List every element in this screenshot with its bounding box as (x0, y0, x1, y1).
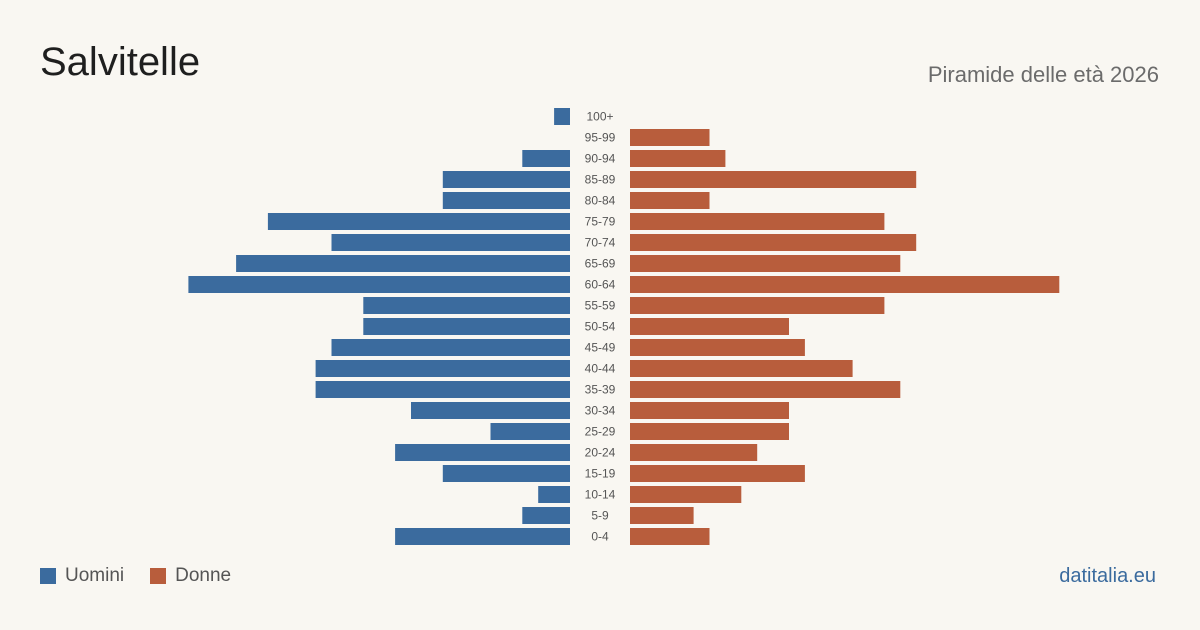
age-label-85-89: 85-89 (585, 173, 616, 187)
age-label-90-94: 90-94 (585, 152, 616, 166)
age-label-95-99: 95-99 (585, 131, 616, 145)
bar-men-90-94 (522, 150, 570, 167)
bar-women-70-74 (630, 234, 917, 251)
bar-women-0-4 (630, 528, 710, 545)
bar-women-40-44 (630, 360, 853, 377)
bar-men-35-39 (315, 381, 570, 398)
bar-men-45-49 (331, 339, 570, 356)
bar-women-95-99 (630, 129, 710, 146)
bar-men-50-54 (363, 318, 570, 335)
bar-men-5-9 (522, 507, 570, 524)
legend-item-men: Uomini (40, 565, 124, 587)
age-label-40-44: 40-44 (585, 362, 616, 376)
bar-men-15-19 (442, 465, 570, 482)
bar-women-55-59 (630, 297, 885, 314)
bar-men-20-24 (395, 444, 570, 461)
bar-men-80-84 (442, 192, 570, 209)
bar-women-60-64 (630, 276, 1060, 293)
age-label-5-9: 5-9 (591, 509, 609, 523)
bar-women-45-49 (630, 339, 805, 356)
age-label-0-4: 0-4 (591, 530, 609, 544)
bar-men-40-44 (315, 360, 570, 377)
bar-women-10-14 (630, 486, 742, 503)
bar-women-15-19 (630, 465, 805, 482)
age-label-80-84: 80-84 (585, 194, 616, 208)
age-label-50-54: 50-54 (585, 320, 616, 334)
bar-women-30-34 (630, 402, 789, 419)
age-label-60-64: 60-64 (585, 278, 616, 292)
page-title: Salvitelle (40, 40, 201, 84)
age-label-15-19: 15-19 (585, 467, 616, 481)
legend-swatch-men (40, 568, 56, 584)
bar-women-20-24 (630, 444, 758, 461)
age-label-30-34: 30-34 (585, 404, 616, 418)
bar-women-35-39 (630, 381, 901, 398)
bar-men-25-29 (490, 423, 570, 440)
legend-label-men: Uomini (65, 565, 125, 586)
age-label-25-29: 25-29 (585, 425, 616, 439)
bar-men-65-69 (236, 255, 570, 272)
bar-men-55-59 (363, 297, 570, 314)
age-label-35-39: 35-39 (585, 383, 616, 397)
bar-women-80-84 (630, 192, 710, 209)
chart-subtitle: Piramide delle età 2026 (927, 62, 1159, 87)
age-label-100+: 100+ (586, 110, 613, 124)
bar-men-85-89 (442, 171, 570, 188)
bar-men-0-4 (395, 528, 570, 545)
bar-men-70-74 (331, 234, 570, 251)
bar-women-65-69 (630, 255, 901, 272)
bar-women-5-9 (630, 507, 694, 524)
age-label-20-24: 20-24 (585, 446, 616, 460)
age-label-65-69: 65-69 (585, 257, 616, 271)
age-label-45-49: 45-49 (585, 341, 616, 355)
bar-men-60-64 (188, 276, 570, 293)
legend-label-women: Donne (175, 565, 232, 586)
bar-women-85-89 (630, 171, 917, 188)
bar-men-10-14 (538, 486, 570, 503)
bar-women-25-29 (630, 423, 789, 440)
age-label-55-59: 55-59 (585, 299, 616, 313)
bar-women-75-79 (630, 213, 885, 230)
legend-item-women: Donne (150, 565, 231, 587)
age-label-70-74: 70-74 (585, 236, 616, 250)
legend: Uomini Donne (40, 565, 231, 587)
age-label-75-79: 75-79 (585, 215, 616, 229)
bar-men-30-34 (411, 402, 570, 419)
legend-swatch-women (150, 568, 167, 584)
bar-women-90-94 (630, 150, 726, 167)
bar-men-100+ (554, 108, 570, 125)
bar-men-75-79 (267, 213, 570, 230)
source-link[interactable]: datitalia.eu (1059, 565, 1156, 587)
age-label-10-14: 10-14 (585, 488, 616, 502)
bar-women-50-54 (630, 318, 789, 335)
